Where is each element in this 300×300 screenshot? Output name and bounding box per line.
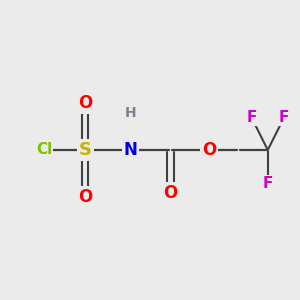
Text: N: N xyxy=(124,141,138,159)
Text: O: O xyxy=(202,141,216,159)
Text: F: F xyxy=(262,176,273,191)
Text: H: H xyxy=(125,106,137,120)
Text: O: O xyxy=(78,94,92,112)
Text: F: F xyxy=(246,110,257,125)
Text: O: O xyxy=(78,188,92,206)
Text: F: F xyxy=(279,110,289,125)
Text: Cl: Cl xyxy=(36,142,52,158)
Text: S: S xyxy=(79,141,92,159)
Text: O: O xyxy=(164,184,178,202)
